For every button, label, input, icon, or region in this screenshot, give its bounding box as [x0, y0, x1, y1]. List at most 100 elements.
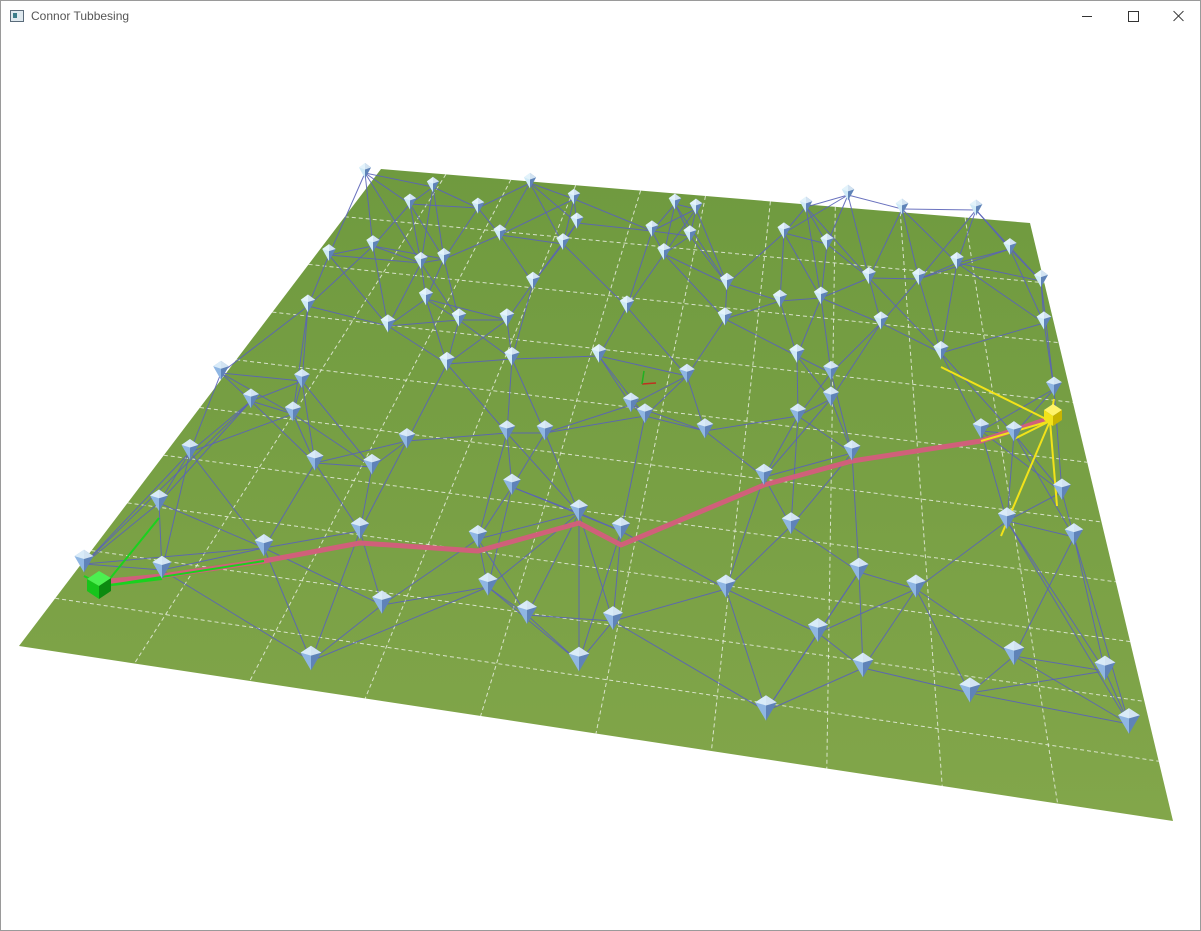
graph-edge: [663, 253, 728, 285]
graph-edge: [763, 452, 853, 478]
graph-edge: [446, 358, 513, 365]
graph-edge: [83, 547, 265, 565]
close-button[interactable]: [1156, 1, 1201, 31]
graph-node: [300, 294, 316, 313]
graph-edge: [443, 207, 479, 260]
node-face: [906, 574, 926, 584]
start-marker[interactable]: [87, 571, 111, 599]
node-face: [498, 420, 516, 429]
node-face: [150, 489, 168, 499]
graph-edge: [83, 400, 252, 565]
graph-edge: [250, 400, 316, 464]
graph-node: [150, 489, 168, 512]
graph-edge: [956, 262, 1045, 324]
graph-edge: [544, 432, 580, 514]
graph-edge: [314, 440, 408, 464]
graph-edge: [406, 363, 448, 442]
graph-edge: [443, 258, 460, 321]
graph-edge: [626, 253, 665, 308]
node-face: [523, 172, 537, 180]
node-face: [300, 645, 322, 656]
node-face: [813, 286, 829, 295]
grid-line: [480, 190, 642, 717]
graph-node: [950, 252, 964, 270]
graph-edge: [544, 415, 646, 434]
graph-node: [849, 557, 869, 581]
minimize-button[interactable]: [1064, 1, 1110, 31]
graph-edge: [250, 400, 294, 415]
graph-edge: [783, 232, 828, 245]
graph-edge: [443, 234, 501, 260]
graph-edge: [851, 452, 860, 573]
graph-edge: [779, 297, 822, 302]
node-face: [1003, 238, 1017, 246]
graph-node: [820, 233, 834, 250]
graph-edge: [529, 182, 564, 245]
graph-node: [822, 386, 840, 407]
grid-line: [91, 550, 1145, 702]
graph-edge: [387, 298, 427, 327]
graph-edge: [1013, 433, 1075, 538]
graph-edge: [858, 571, 917, 590]
graph-edge: [573, 198, 653, 232]
graph-node: [619, 295, 635, 314]
node-face: [636, 403, 654, 412]
graph-edge: [1009, 248, 1045, 324]
goal-marker[interactable]: [1044, 404, 1062, 426]
graph-edge: [263, 462, 316, 549]
graph-edge: [578, 530, 622, 663]
grid-line: [163, 454, 1116, 583]
node-face: [478, 572, 498, 582]
graph-node: [414, 252, 428, 270]
graph-edge: [724, 318, 798, 357]
grid-line: [55, 597, 1159, 762]
node-face: [807, 618, 829, 628]
graph-node: [499, 308, 515, 327]
node-face: [1046, 376, 1062, 385]
window-title: Connor Tubbesing: [31, 9, 130, 23]
node-face: [1053, 478, 1071, 488]
node-face: [755, 695, 777, 706]
graph-edge: [620, 415, 646, 532]
graph-edge: [826, 243, 870, 279]
node-face: [717, 307, 733, 315]
graph-edge: [432, 186, 479, 209]
node-face: [418, 287, 434, 296]
maximize-button[interactable]: [1110, 1, 1156, 31]
graph-edge: [499, 234, 534, 284]
graph-node: [536, 420, 554, 441]
graph-node: [398, 428, 416, 449]
graph-edge: [626, 230, 653, 308]
graph-edge: [406, 432, 508, 442]
graph-edge: [529, 182, 575, 200]
graph-node: [526, 271, 540, 290]
node-face: [242, 388, 260, 397]
graph-node: [622, 392, 640, 413]
3d-viewport[interactable]: [1, 31, 1200, 930]
graph-edge: [915, 588, 1015, 657]
goal-connection: [1049, 420, 1058, 507]
graph-node: [403, 193, 417, 210]
node-face: [969, 199, 983, 207]
node-face: [912, 267, 926, 276]
graph-edge: [862, 667, 971, 694]
title-bar[interactable]: Connor Tubbesing: [1, 1, 1200, 31]
graph-edge: [830, 322, 882, 400]
graph-edge: [790, 525, 860, 573]
grid-line: [133, 174, 447, 664]
graph-edge: [725, 588, 819, 634]
graph-node: [254, 533, 274, 557]
graph-edge: [446, 319, 508, 365]
graph-edge: [387, 319, 460, 327]
graph-edge: [651, 230, 691, 237]
scene-canvas[interactable]: [1, 31, 1200, 930]
graph-edge: [918, 248, 1011, 280]
node-face: [622, 392, 640, 401]
graph-edge: [796, 355, 832, 374]
graph-edge: [189, 372, 222, 453]
node-face: [959, 677, 981, 688]
graph-node: [972, 418, 990, 439]
graph-edge: [862, 588, 917, 669]
graph-edge: [372, 203, 411, 247]
node-face: [471, 197, 485, 205]
